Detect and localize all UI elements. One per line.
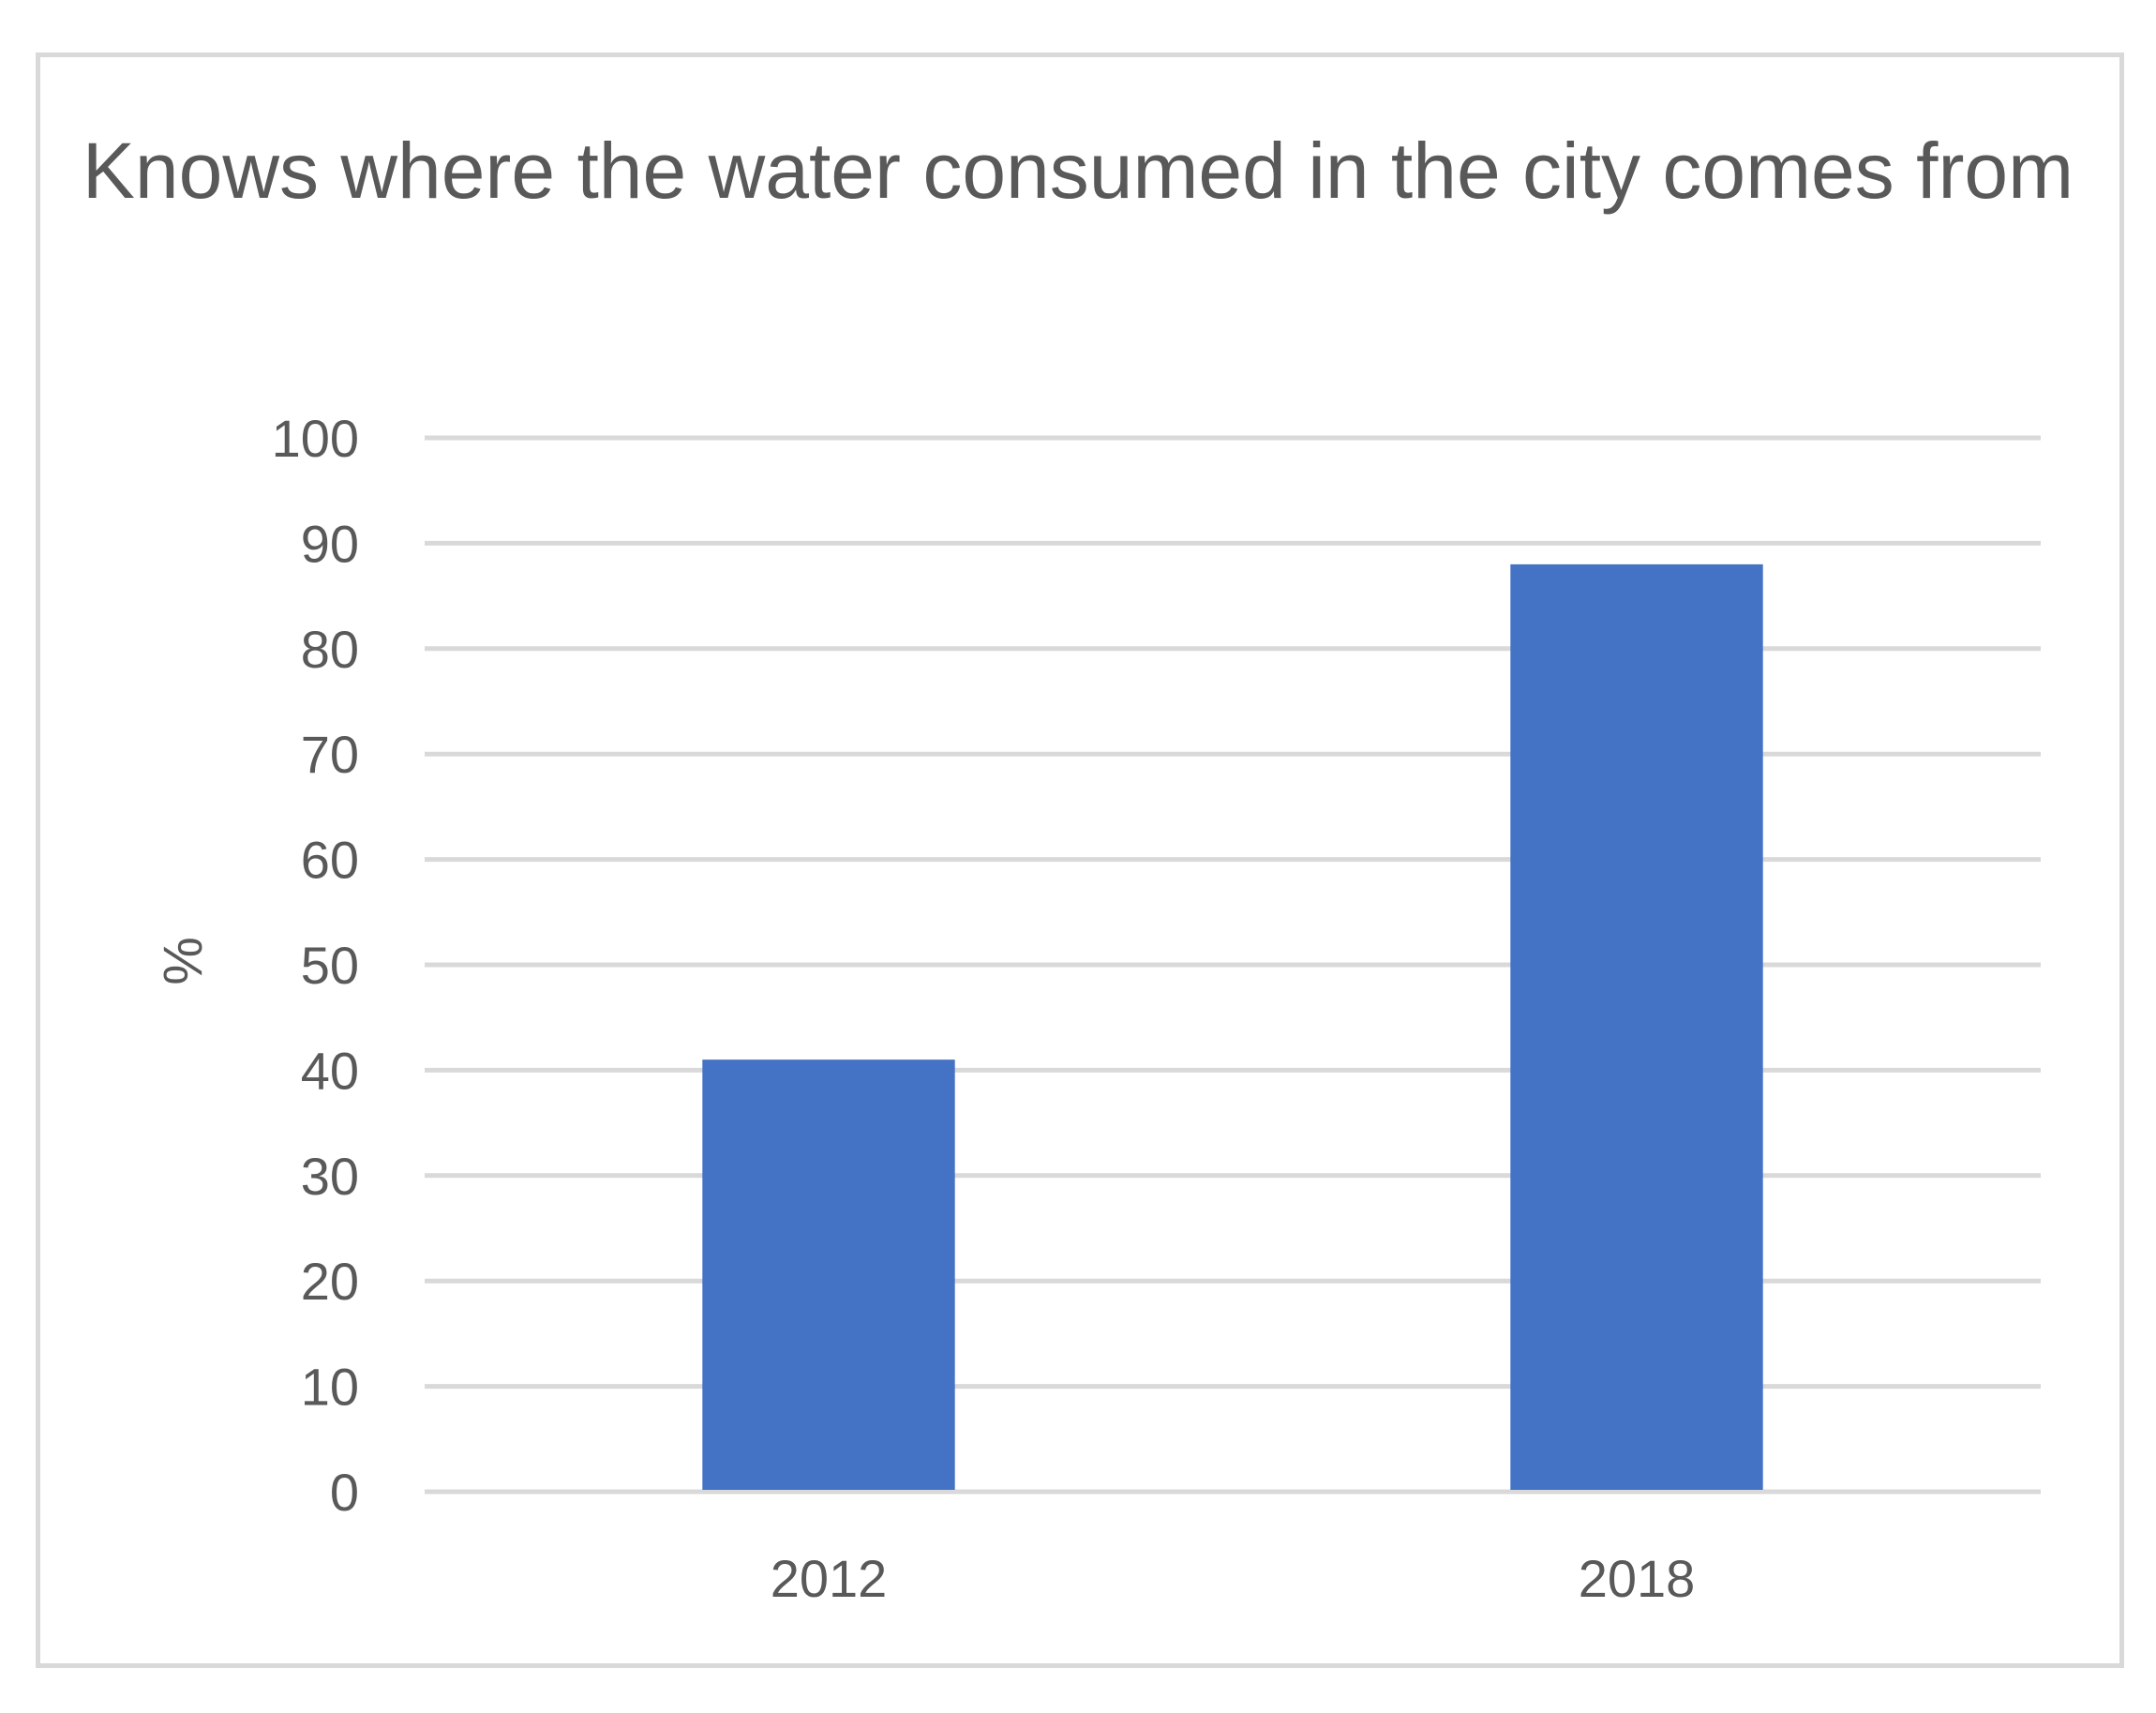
- y-tick-label: 20: [301, 1252, 359, 1311]
- y-tick-label: 90: [301, 514, 359, 573]
- y-axis-ticks: 0 10 20 30 40 50 60 70 80 90 100: [272, 409, 359, 1522]
- y-tick-label: 40: [301, 1041, 359, 1100]
- bars: [702, 563, 1763, 1490]
- y-tick-label: 30: [301, 1147, 359, 1206]
- x-tick-label: 2018: [1579, 1549, 1696, 1608]
- y-tick-label: 80: [301, 620, 359, 679]
- x-axis-ticks: 2012 2018: [771, 1549, 1696, 1608]
- y-tick-label: 100: [272, 409, 359, 468]
- chart-title: Knows where the water consumed in the ci…: [82, 127, 2074, 215]
- gridlines: [425, 435, 2041, 1495]
- y-tick-label: 10: [301, 1358, 359, 1417]
- y-tick-label: 70: [301, 725, 359, 784]
- y-axis-title: %: [153, 937, 214, 985]
- y-tick-label: 0: [330, 1463, 359, 1522]
- x-tick-label: 2012: [771, 1549, 888, 1608]
- y-tick-label: 60: [301, 831, 359, 890]
- bar-2018: [1510, 563, 1763, 1490]
- y-tick-label: 50: [301, 936, 359, 995]
- bar-2012: [702, 1059, 955, 1490]
